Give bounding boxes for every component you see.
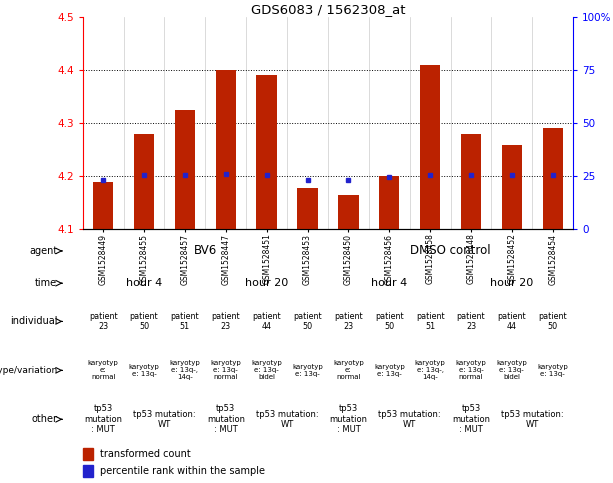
Text: tp53
mutation
: MUT: tp53 mutation : MUT bbox=[84, 404, 122, 434]
Text: tp53
mutation
: MUT: tp53 mutation : MUT bbox=[329, 404, 367, 434]
Text: patient
51: patient 51 bbox=[416, 312, 444, 331]
Text: karyotyp
e: 13q-,
14q-: karyotyp e: 13q-, 14q- bbox=[415, 360, 446, 380]
Text: patient
44: patient 44 bbox=[253, 312, 281, 331]
Text: agent: agent bbox=[29, 246, 58, 256]
Text: patient
51: patient 51 bbox=[170, 312, 199, 331]
Text: tp53 mutation:
WT: tp53 mutation: WT bbox=[256, 410, 318, 429]
Text: karyotyp
e: 13q-
bidel: karyotyp e: 13q- bidel bbox=[497, 360, 527, 380]
Bar bbox=[134, 134, 154, 229]
Text: patient
50: patient 50 bbox=[375, 312, 403, 331]
Text: percentile rank within the sample: percentile rank within the sample bbox=[100, 466, 265, 476]
Text: karyotyp
e: 13q-: karyotyp e: 13q- bbox=[538, 364, 568, 377]
Text: transformed count: transformed count bbox=[100, 449, 191, 459]
Text: hour 4: hour 4 bbox=[371, 278, 408, 288]
Bar bbox=[175, 110, 195, 229]
Text: hour 20: hour 20 bbox=[490, 278, 533, 288]
Text: individual: individual bbox=[10, 316, 58, 327]
Bar bbox=[543, 128, 563, 229]
Text: karyotyp
e: 13q-
normal: karyotyp e: 13q- normal bbox=[455, 360, 486, 380]
Text: hour 4: hour 4 bbox=[126, 278, 162, 288]
Text: karyotyp
e: 13q-
normal: karyotyp e: 13q- normal bbox=[210, 360, 241, 380]
Text: patient
50: patient 50 bbox=[130, 312, 158, 331]
Text: patient
50: patient 50 bbox=[293, 312, 322, 331]
Text: genotype/variation: genotype/variation bbox=[0, 366, 58, 375]
Bar bbox=[93, 182, 113, 229]
Text: tp53 mutation:
WT: tp53 mutation: WT bbox=[378, 410, 441, 429]
Text: karyotyp
e: 13q-: karyotyp e: 13q- bbox=[374, 364, 405, 377]
Text: patient
23: patient 23 bbox=[334, 312, 363, 331]
Bar bbox=[379, 176, 400, 229]
Text: DMSO control: DMSO control bbox=[410, 244, 491, 257]
Text: patient
23: patient 23 bbox=[211, 312, 240, 331]
Bar bbox=[461, 134, 481, 229]
Text: karyotyp
e:
normal: karyotyp e: normal bbox=[333, 360, 364, 380]
Bar bbox=[338, 195, 359, 229]
Text: tp53 mutation:
WT: tp53 mutation: WT bbox=[133, 410, 196, 429]
Text: tp53
mutation
: MUT: tp53 mutation : MUT bbox=[452, 404, 490, 434]
Text: patient
50: patient 50 bbox=[538, 312, 567, 331]
Text: karyotyp
e: 13q-: karyotyp e: 13q- bbox=[292, 364, 323, 377]
Text: patient
44: patient 44 bbox=[498, 312, 526, 331]
Title: GDS6083 / 1562308_at: GDS6083 / 1562308_at bbox=[251, 3, 405, 16]
Text: karyotyp
e:
normal: karyotyp e: normal bbox=[88, 360, 118, 380]
Text: patient
23: patient 23 bbox=[89, 312, 118, 331]
Text: other: other bbox=[31, 414, 58, 424]
Text: tp53
mutation
: MUT: tp53 mutation : MUT bbox=[207, 404, 245, 434]
Bar bbox=[420, 65, 440, 229]
Text: karyotyp
e: 13q-,
14q-: karyotyp e: 13q-, 14q- bbox=[170, 360, 200, 380]
Text: BV6: BV6 bbox=[194, 244, 217, 257]
Text: time: time bbox=[36, 278, 58, 288]
Bar bbox=[216, 70, 236, 229]
Bar bbox=[83, 466, 94, 477]
Text: hour 20: hour 20 bbox=[245, 278, 288, 288]
Bar bbox=[83, 448, 94, 460]
Text: patient
23: patient 23 bbox=[457, 312, 485, 331]
Bar bbox=[256, 75, 277, 229]
Text: karyotyp
e: 13q-: karyotyp e: 13q- bbox=[129, 364, 159, 377]
Text: karyotyp
e: 13q-
bidel: karyotyp e: 13q- bidel bbox=[251, 360, 282, 380]
Bar bbox=[501, 145, 522, 229]
Text: tp53 mutation:
WT: tp53 mutation: WT bbox=[501, 410, 563, 429]
Bar bbox=[297, 188, 318, 229]
